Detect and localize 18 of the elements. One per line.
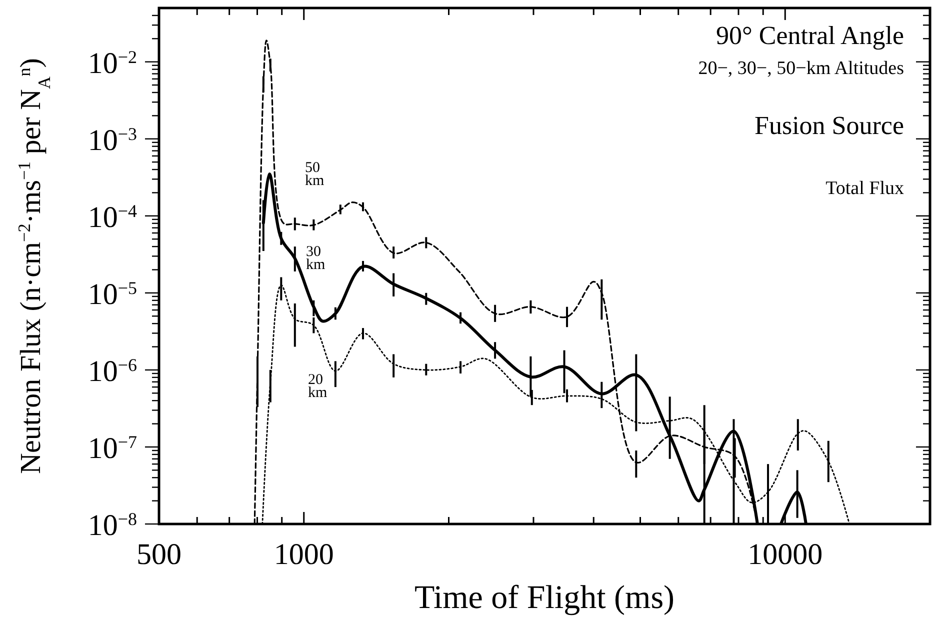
y-tick-label: 10$^{−7}$ xyxy=(88,432,137,465)
annotation: Total Flux xyxy=(826,178,904,199)
y-tick-label: 10$^{−5}$ xyxy=(88,278,137,311)
y-tick-label: 10$^{−2}$ xyxy=(88,46,137,80)
annotation: 20−, 30−, 50−km Altitudes xyxy=(698,58,904,79)
y-tick-label: 10$^{−4}$ xyxy=(88,200,137,234)
series-label: 30 km xyxy=(306,244,326,273)
annotation: Fusion Source xyxy=(754,111,904,140)
x-tick-label: 1000 xyxy=(274,538,334,571)
y-tick-label: 10$^{−3}$ xyxy=(88,124,137,157)
x-tick-label: 10000 xyxy=(748,538,823,571)
x-axis-title: Time of Flight (ms) xyxy=(414,580,675,616)
series-label: 50 km xyxy=(305,160,324,189)
series-label: 20 km xyxy=(308,372,328,401)
annotation: 90° Central Angle xyxy=(716,21,904,50)
x-tick-label: 500 xyxy=(136,538,182,571)
y-tick-label: 10$^{−8}$ xyxy=(88,509,137,542)
y-tick-label: 10$^{−6}$ xyxy=(88,354,137,388)
